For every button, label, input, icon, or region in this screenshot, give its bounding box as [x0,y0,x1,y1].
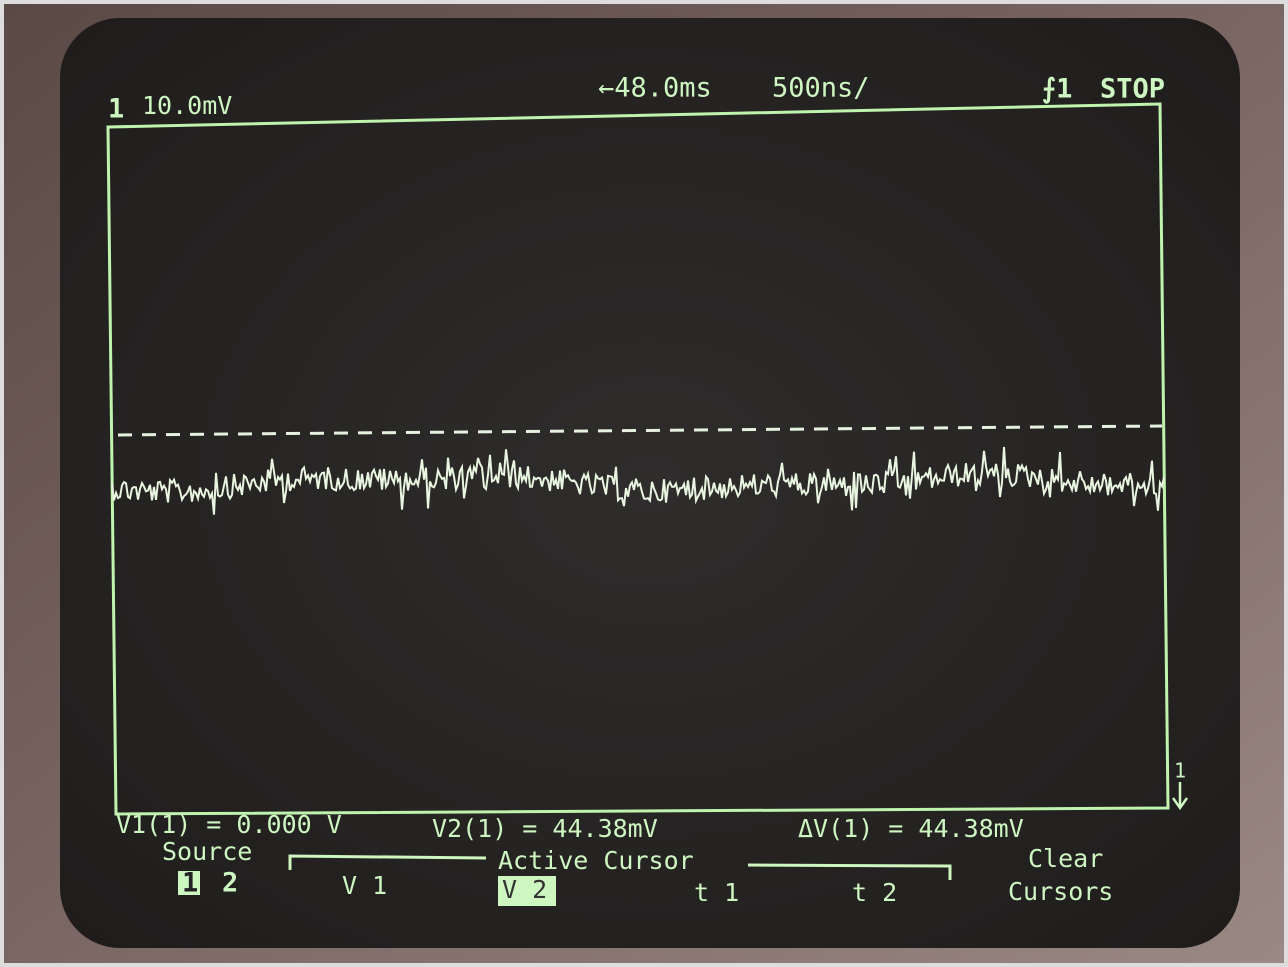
page: 1 10.0mV ←48.0ms 500ns/ ⨍1 STOP 1 V1(1) … [0,0,1288,967]
source-option: 1 [182,868,198,899]
cursor-option: V 2 [502,875,547,904]
channel-number: 1 [108,94,124,125]
source-label: Source [162,837,252,866]
time-delay: ←48.0ms [598,73,712,104]
run-state: STOP [1100,74,1165,105]
cursor-option: t 2 [852,878,897,907]
v1-readout: V1(1) = 0.000 V [116,810,342,839]
vertical-scale: 10.0mV [142,91,232,120]
source-option: 2 [222,868,238,899]
dv-readout: ΔV(1) = 44.38mV [798,814,1024,843]
ground-marker: 1 [1174,759,1186,783]
v2-readout: V2(1) = 44.38mV [432,814,658,843]
clear-label: Cursors [1008,877,1113,906]
clear-label: Clear [1028,844,1103,873]
cursor-option: V 1 [342,871,387,900]
active-cursor-label: Active Cursor [498,846,694,875]
trigger-source: ⨍1 [1042,74,1072,105]
timebase: 500ns/ [772,73,870,104]
cursor-option: t 1 [694,878,739,907]
oscilloscope-photo: 1 10.0mV ←48.0ms 500ns/ ⨍1 STOP 1 V1(1) … [0,0,1288,967]
